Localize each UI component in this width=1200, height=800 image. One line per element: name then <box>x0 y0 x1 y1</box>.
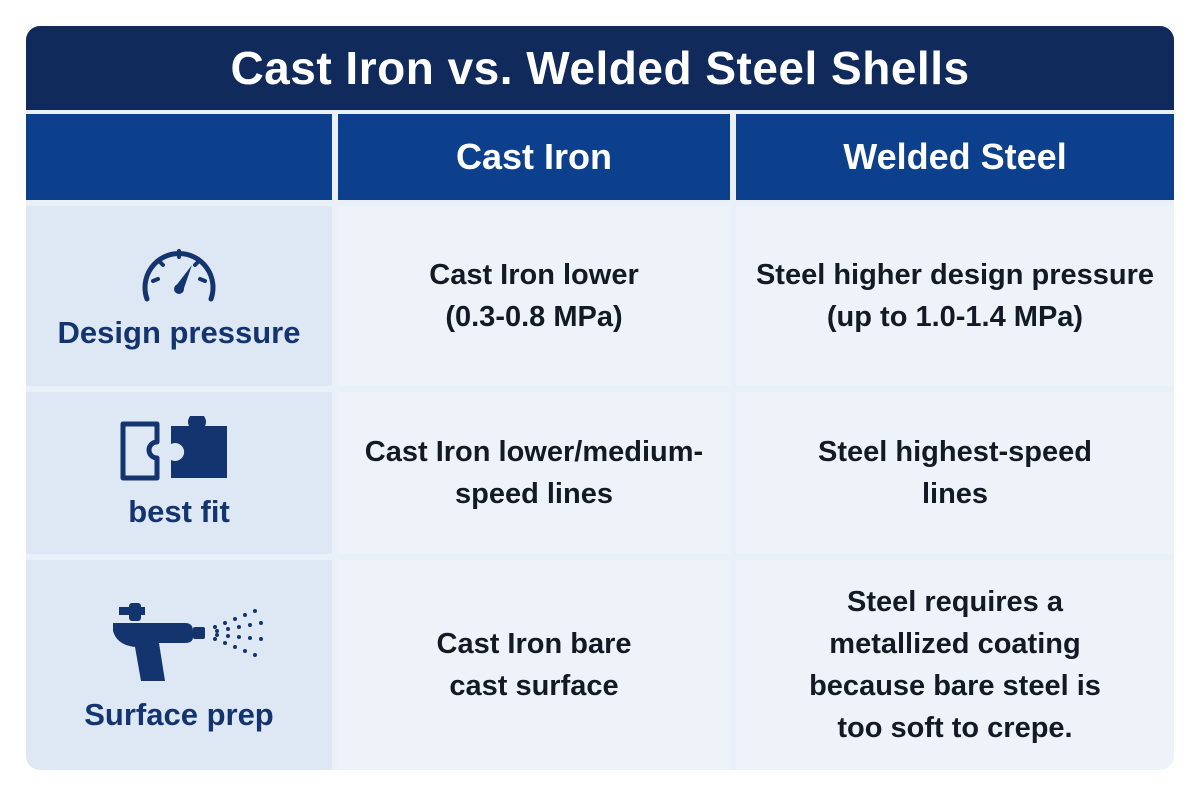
row-label-design-pressure: Design pressure <box>26 206 332 386</box>
cell-welded-steel-surface-prep: Steel requires a metallized coating beca… <box>736 560 1174 770</box>
gauge-icon <box>137 241 221 305</box>
cell-cast-iron-design-pressure: Cast Iron lower (0.3-0.8 MPa) <box>338 206 730 386</box>
cell-text: Cast Iron lower/medium- speed lines <box>364 436 704 510</box>
cell-text: Steel highest-speed lines <box>818 436 1092 510</box>
header-cast-iron-label: Cast Iron <box>455 136 613 177</box>
row-label-best-fit: best fit <box>26 392 332 554</box>
title-bar: Cast Iron vs. Welded Steel Shells <box>26 26 1174 110</box>
cell-welded-steel-design-pressure: Steel higher design pressure (up to 1.0-… <box>736 206 1174 386</box>
header-blank-cell <box>26 114 332 200</box>
cell-welded-steel-best-fit: Steel highest-speed lines <box>736 392 1174 554</box>
spray-gun-icon <box>89 597 269 687</box>
cell-text: Cast Iron bare cast surface <box>436 628 632 702</box>
header-welded-steel: Welded Steel <box>736 114 1174 200</box>
row-label-text: best fit <box>128 494 230 529</box>
cell-text: Steel requires a metallized coating beca… <box>809 586 1101 744</box>
header-cast-iron: Cast Iron <box>338 114 730 200</box>
row-label-text: Surface prep <box>84 697 274 732</box>
comparison-card: Cast Iron vs. Welded Steel Shells Cast I… <box>26 26 1174 770</box>
header-welded-steel-label: Welded Steel <box>843 136 1067 177</box>
page-title: Cast Iron vs. Welded Steel Shells <box>230 42 970 94</box>
puzzle-icon <box>119 416 239 484</box>
cell-text: Steel higher design pressure (up to 1.0-… <box>755 259 1155 333</box>
row-label-text: Design pressure <box>57 315 301 350</box>
cell-cast-iron-surface-prep: Cast Iron bare cast surface <box>338 560 730 770</box>
row-label-surface-prep: Surface prep <box>26 560 332 770</box>
cell-cast-iron-best-fit: Cast Iron lower/medium- speed lines <box>338 392 730 554</box>
cell-text: Cast Iron lower (0.3-0.8 MPa) <box>429 259 639 333</box>
